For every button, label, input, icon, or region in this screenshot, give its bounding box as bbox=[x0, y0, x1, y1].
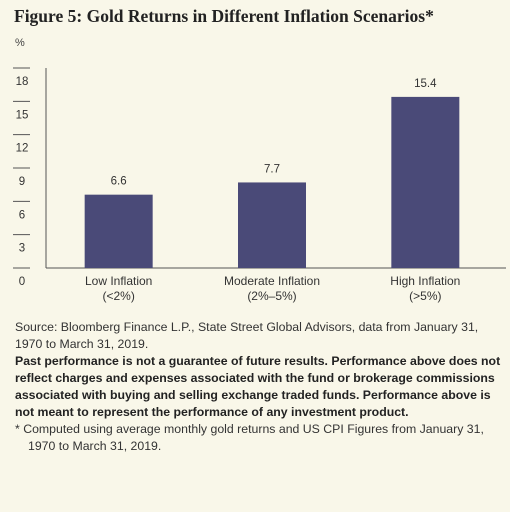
source-note: Source: Bloomberg Finance L.P., State St… bbox=[15, 320, 479, 351]
x-category-label: (>5%) bbox=[409, 289, 441, 303]
bar bbox=[391, 96, 460, 268]
bar bbox=[238, 182, 306, 268]
x-category-label: (2%–5%) bbox=[247, 289, 296, 303]
bar-chart: 0 3 6 9 12 15 18 6.6 Low Inflation(<2%) 7.7 Modera… bbox=[13, 67, 506, 303]
x-category-label: (<2%) bbox=[102, 289, 134, 303]
y-tick-label: 12 bbox=[16, 143, 29, 155]
y-tick-label: 18 bbox=[16, 76, 29, 88]
y-tick-label: 0 bbox=[19, 276, 25, 288]
performance-disclaimer: Past performance is not a guarantee of f… bbox=[15, 354, 501, 419]
chart-title: Figure 5: Gold Returns in Different Infl… bbox=[14, 6, 434, 26]
bar-value-label: 6.6 bbox=[111, 176, 127, 188]
chart-notes: Source: Bloomberg Finance L.P., State St… bbox=[15, 319, 507, 455]
bar-value-label: 15.4 bbox=[414, 78, 437, 90]
y-tick-label: 6 bbox=[19, 209, 25, 221]
bar-value-label: 7.7 bbox=[264, 163, 280, 175]
y-axis-unit-label: % bbox=[15, 37, 25, 49]
y-tick-label: 15 bbox=[16, 109, 29, 121]
x-category-label: Moderate Inflation bbox=[224, 274, 320, 288]
bar bbox=[84, 194, 153, 268]
x-category-label: Low Inflation bbox=[85, 274, 152, 288]
footnote: * Computed using average monthly gold re… bbox=[15, 422, 484, 453]
y-tick-label: 9 bbox=[19, 176, 25, 188]
x-category-label: High Inflation bbox=[390, 274, 460, 288]
y-tick-label: 3 bbox=[19, 243, 25, 255]
